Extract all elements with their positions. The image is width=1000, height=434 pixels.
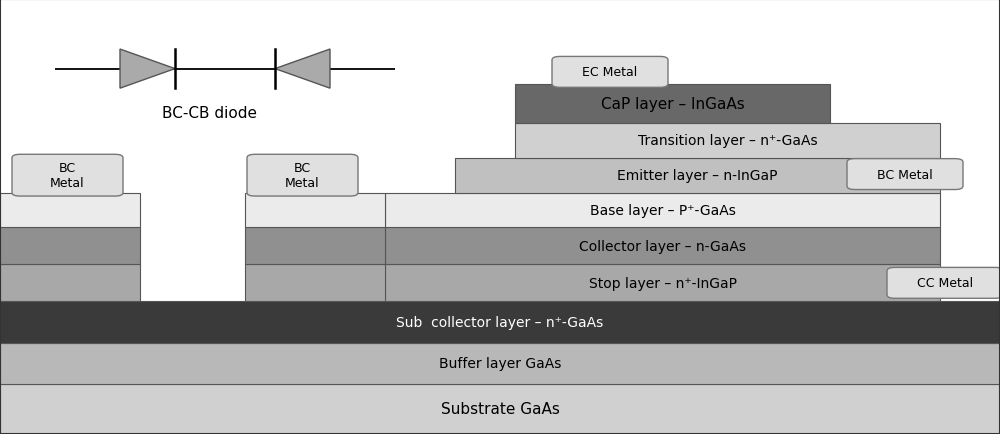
FancyBboxPatch shape (847, 159, 963, 190)
Polygon shape (275, 50, 330, 89)
FancyBboxPatch shape (552, 57, 668, 88)
Bar (0, 343, 1000, 384)
FancyBboxPatch shape (247, 155, 358, 197)
Text: CC Metal: CC Metal (917, 277, 973, 289)
Text: EC Metal: EC Metal (582, 66, 638, 79)
Bar (385, 193, 940, 228)
Text: Collector layer – n-GaAs: Collector layer – n-GaAs (579, 239, 746, 253)
Polygon shape (120, 50, 175, 89)
Bar (385, 228, 940, 265)
Bar (455, 158, 940, 193)
FancyBboxPatch shape (887, 268, 1000, 299)
Bar (245, 193, 385, 228)
Text: Substrate GaAs: Substrate GaAs (441, 401, 559, 417)
Text: Sub  collector layer – n⁺-GaAs: Sub collector layer – n⁺-GaAs (396, 315, 604, 329)
Bar (515, 124, 940, 158)
Bar (0, 384, 1000, 434)
Text: Transition layer – n⁺-GaAs: Transition layer – n⁺-GaAs (638, 134, 817, 148)
FancyBboxPatch shape (12, 155, 123, 197)
Text: Buffer layer GaAs: Buffer layer GaAs (439, 356, 561, 371)
Text: BC-CB diode: BC-CB diode (162, 105, 258, 120)
Bar (0, 193, 140, 228)
Text: BC Metal: BC Metal (877, 168, 933, 181)
Text: CaP layer – InGaAs: CaP layer – InGaAs (601, 97, 744, 112)
Text: BC
Metal: BC Metal (50, 162, 85, 190)
Bar (515, 85, 830, 124)
Bar (385, 265, 940, 302)
Bar (245, 265, 385, 302)
Bar (0, 302, 1000, 343)
Bar (245, 228, 385, 265)
Text: Base layer – P⁺-GaAs: Base layer – P⁺-GaAs (590, 204, 735, 217)
Bar (0, 265, 140, 302)
Bar (0, 228, 140, 265)
Text: BC
Metal: BC Metal (285, 162, 320, 190)
Text: Stop layer – n⁺-InGaP: Stop layer – n⁺-InGaP (589, 276, 737, 290)
Text: Emitter layer – n-InGaP: Emitter layer – n-InGaP (617, 169, 778, 183)
